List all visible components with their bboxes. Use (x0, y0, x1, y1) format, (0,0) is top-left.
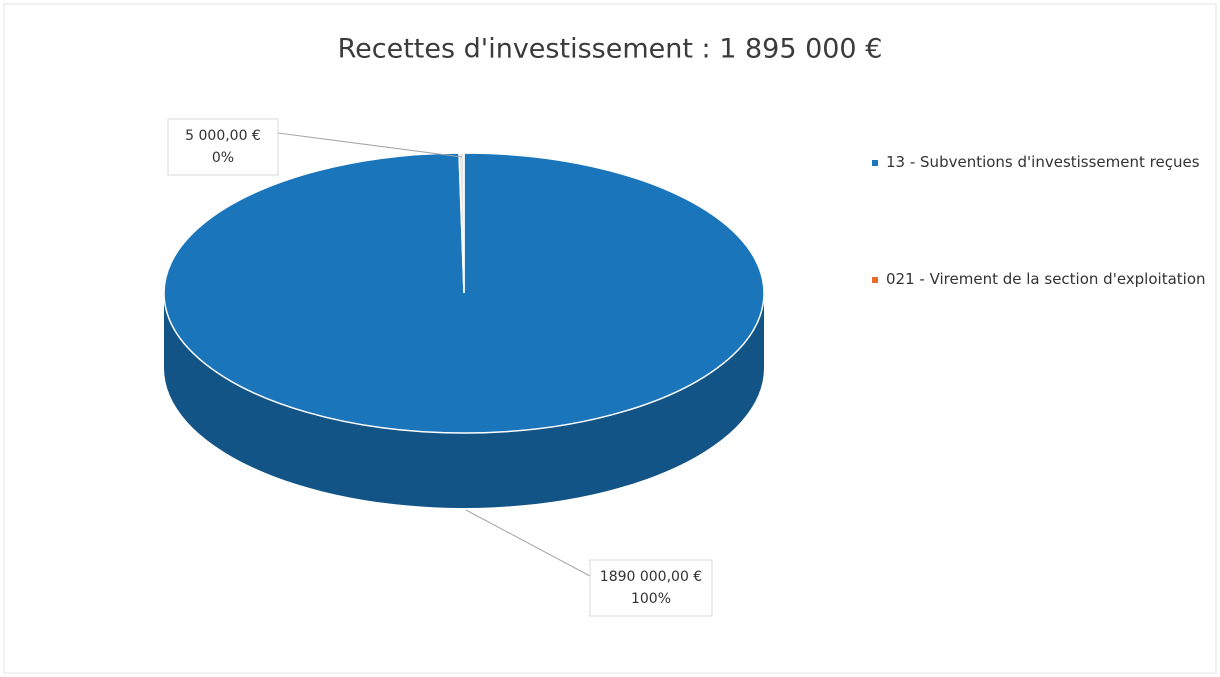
data-label-value: 1890 000,00 € (600, 569, 702, 585)
data-label-value: 5 000,00 € (185, 128, 261, 144)
leader-line (465, 509, 591, 577)
legend-item: 021 - Virement de la section d'exploitat… (872, 267, 1207, 291)
pie-side (164, 293, 764, 508)
leader-line (277, 132, 463, 158)
data-label-percent: 0% (212, 150, 234, 166)
legend-swatch (872, 159, 878, 166)
legend-label: 13 - Subventions d'investissement reçues (886, 153, 1200, 171)
pie-slice (458, 152, 465, 294)
data-label-box (167, 118, 279, 176)
chart-title: Recettes d'investissement : 1 895 000 € (338, 34, 883, 65)
chart-frame (3, 3, 1217, 674)
legend-label: 021 - Virement de la section d'exploitat… (886, 270, 1206, 288)
legend-swatch (872, 276, 878, 283)
data-label-percent: 100% (631, 591, 671, 607)
legend-item: 13 - Subventions d'investissement reçues (872, 150, 1207, 174)
data-label-box (589, 559, 713, 617)
